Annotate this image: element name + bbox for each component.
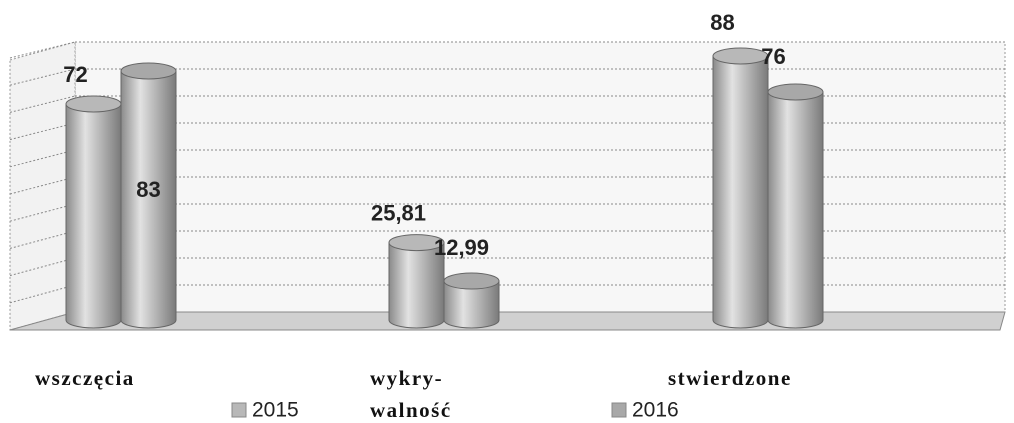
x-tick-label: wszczęcia: [35, 366, 135, 390]
value-label: 12,99: [434, 235, 489, 260]
bar-body: [712, 55, 769, 329]
bar-top: [443, 272, 500, 290]
bar-top: [120, 62, 177, 80]
bar: [712, 47, 769, 329]
grid-line: [9, 68, 76, 86]
bar-body: [443, 280, 500, 329]
bar-body: [65, 103, 122, 329]
grid-line: [9, 122, 76, 141]
legend-swatch: [231, 402, 247, 418]
bar: [443, 272, 500, 329]
bar-body: [767, 91, 824, 329]
value-label: 83: [136, 177, 160, 202]
value-label: 88: [710, 10, 734, 35]
bar-body: [388, 242, 445, 329]
grid-line: [9, 176, 76, 195]
bar: [767, 83, 824, 329]
legend-label: 2016: [632, 399, 679, 422]
grid-line: [9, 284, 76, 304]
x-tick-label: stwierdzone: [668, 366, 792, 390]
bar: [120, 62, 177, 329]
x-tick-label: wykry-walność: [370, 366, 452, 422]
grid-line: [9, 257, 76, 277]
grid-line: [9, 149, 76, 168]
bar-top: [767, 83, 824, 101]
grid-line: [9, 203, 76, 222]
bar-top: [388, 234, 445, 252]
grid-line: [9, 95, 76, 113]
grid-line: [9, 41, 76, 59]
value-label: 25,81: [371, 200, 426, 225]
legend-label: 2015: [252, 399, 299, 422]
bar: [65, 95, 122, 329]
value-label: 76: [761, 44, 785, 69]
value-label: 72: [63, 62, 87, 87]
bar: [388, 234, 445, 329]
bar-body: [120, 70, 177, 329]
bar-top: [712, 47, 769, 65]
legend-swatch: [611, 402, 627, 418]
grid-line: [9, 230, 76, 249]
bar-top: [65, 95, 122, 113]
